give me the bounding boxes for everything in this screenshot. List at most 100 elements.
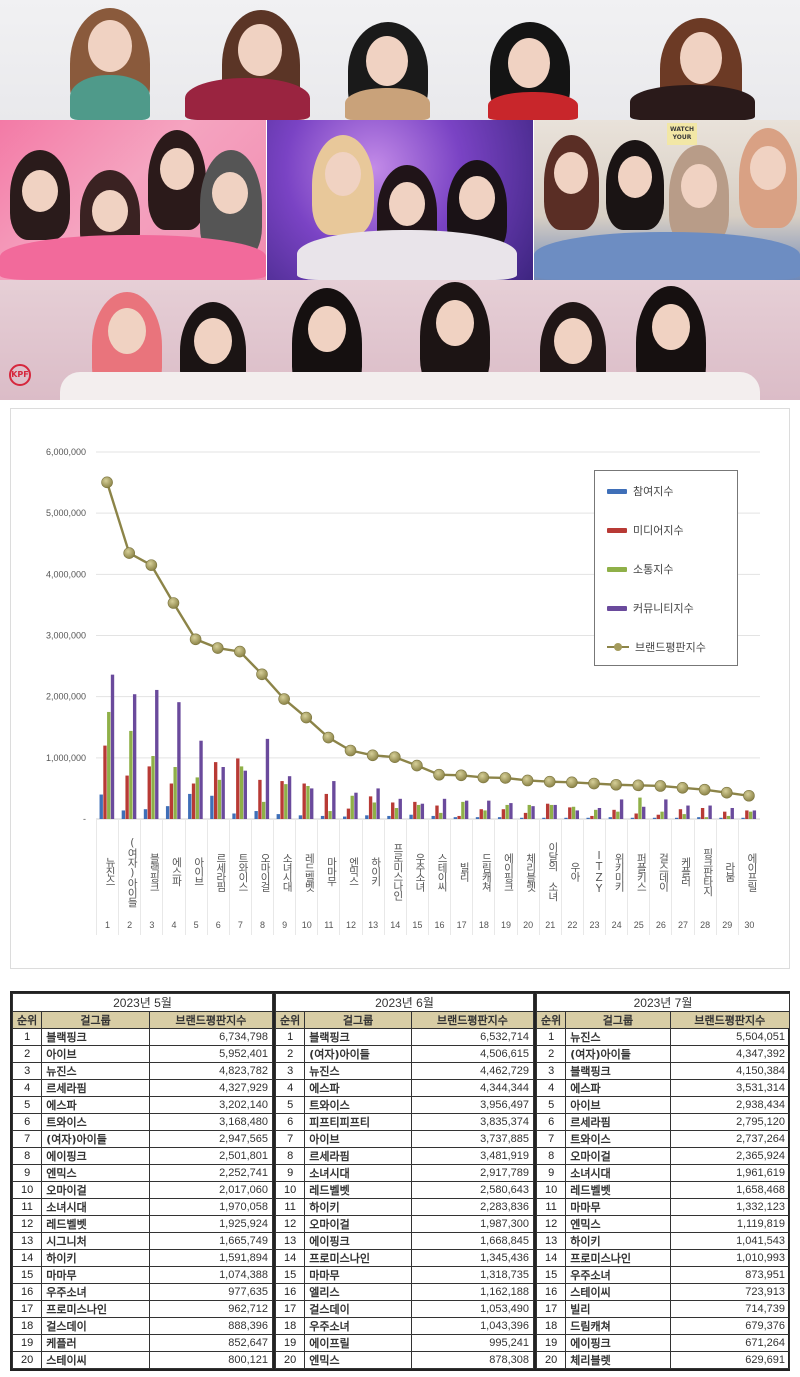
- rank-cell: 15: [535, 1266, 567, 1284]
- x-category-rank: 5: [193, 920, 199, 930]
- score-cell: 1,668,845: [410, 1232, 535, 1250]
- x-category: 트와이스 7: [228, 820, 251, 935]
- score-cell: 1,041,543: [669, 1232, 791, 1250]
- score-cell: 679,376: [669, 1317, 791, 1335]
- bar-1: [545, 803, 550, 819]
- x-category: 아이브 5: [184, 820, 207, 935]
- table-row: 4 에스파 3,531,314: [535, 1079, 791, 1097]
- rank-cell: 14: [274, 1249, 306, 1267]
- group-name-cell: 에스파: [304, 1079, 412, 1097]
- line-marker: [433, 768, 445, 781]
- bar-2: [594, 809, 598, 819]
- score-cell: 2,795,120: [669, 1113, 791, 1131]
- bar-0: [431, 815, 435, 819]
- bar-1: [147, 766, 151, 819]
- x-category-label: 뉴진스: [104, 857, 117, 886]
- line-marker: [455, 769, 468, 782]
- rank-cell: 17: [274, 1300, 306, 1318]
- bar-0: [608, 817, 612, 819]
- group-name-cell: 르세라핌: [565, 1113, 671, 1131]
- bar-2: [748, 811, 753, 819]
- group-name-cell: 블랙핑크: [304, 1028, 412, 1046]
- score-cell: 3,531,314: [669, 1079, 791, 1097]
- table-row: 16 엘리스 1,162,188: [274, 1283, 535, 1301]
- score-cell: 714,739: [669, 1300, 791, 1318]
- group-name-cell: 마마무: [41, 1266, 150, 1284]
- x-category-label: 아이브: [192, 857, 205, 886]
- bar-2: [483, 810, 487, 819]
- score-cell: 6,734,798: [148, 1028, 274, 1046]
- table-row: 16 스테이씨 723,913: [535, 1283, 791, 1301]
- col-header-group: 걸그룹: [304, 1011, 412, 1029]
- bar-2: [505, 804, 509, 819]
- group-name-cell: 아이브: [304, 1130, 412, 1148]
- x-category-rank: 1: [105, 920, 111, 930]
- table-row: 8 에이핑크 2,501,801: [11, 1147, 274, 1165]
- legend-item-communication: 소통지수: [607, 561, 673, 577]
- bar-2: [726, 815, 731, 819]
- bar-0: [453, 817, 458, 819]
- col-header-rank: 순위: [274, 1011, 306, 1029]
- bar-2: [571, 806, 576, 819]
- member-outfit: [630, 85, 755, 120]
- bar-3: [243, 770, 247, 819]
- group-name-cell: 소녀시대: [565, 1164, 671, 1182]
- line-marker: [123, 547, 135, 559]
- table-row: 17 프로미스나인 962,712: [11, 1300, 274, 1318]
- member-face: [92, 190, 128, 232]
- table-row: 13 시그니처 1,665,749: [11, 1232, 274, 1250]
- bar-0: [320, 815, 325, 819]
- group-name-cell: 하이키: [41, 1249, 150, 1267]
- rank-cell: 2: [11, 1045, 43, 1063]
- table-row: 6 르세라핌 2,795,120: [535, 1113, 791, 1131]
- bar-0: [143, 809, 148, 819]
- score-cell: 4,347,392: [669, 1045, 791, 1063]
- watch-your-sign: WATCH YOUR: [667, 123, 697, 145]
- score-cell: 671,264: [669, 1334, 791, 1352]
- x-category-rank: 19: [500, 920, 511, 930]
- line-marker: [322, 731, 335, 744]
- legend-swatch-icon: [607, 566, 627, 572]
- line-marker: [654, 780, 667, 792]
- bar-1: [213, 762, 218, 819]
- x-category-rank: 15: [412, 920, 423, 930]
- rank-cell: 11: [535, 1198, 567, 1216]
- score-cell: 1,961,619: [669, 1164, 791, 1182]
- group-name-cell: 마마무: [304, 1266, 412, 1284]
- score-cell: 1,970,058: [148, 1198, 274, 1216]
- bar-0: [232, 813, 236, 819]
- group-name-cell: 에이프릴: [304, 1334, 412, 1352]
- group-name-cell: 프로미스나인: [41, 1300, 150, 1318]
- rank-cell: 2: [274, 1045, 306, 1063]
- table-july: 2023년 7월 순위 걸그룹 브랜드평판지수 1 뉴진스 5,504,051 2 (여…: [535, 993, 791, 1369]
- x-category: 프로미스나인 14: [383, 820, 406, 935]
- group-name-cell: 프로미스나인: [304, 1249, 412, 1267]
- group-name-cell: 레드벨벳: [304, 1181, 412, 1199]
- x-category-label: 걸스데이: [657, 852, 670, 891]
- rank-cell: 12: [535, 1215, 567, 1233]
- bar-0: [365, 815, 369, 819]
- col-header-score: 브랜드평판지수: [669, 1011, 791, 1029]
- x-category: 하이키 13: [361, 820, 384, 935]
- rank-cell: 4: [274, 1079, 306, 1097]
- x-category-rank: 6: [215, 920, 221, 930]
- rank-cell: 18: [11, 1317, 43, 1335]
- group-name-cell: 케플러: [41, 1334, 150, 1352]
- bar-2: [461, 801, 465, 819]
- x-category-label: 우아: [568, 862, 581, 881]
- bar-2: [306, 785, 310, 819]
- rank-cell: 19: [274, 1334, 306, 1352]
- x-category-rank: 3: [149, 920, 155, 930]
- table-row: 19 에이프릴 995,241: [274, 1334, 535, 1352]
- x-category-label: 스테이씨: [436, 852, 449, 891]
- score-cell: 1,925,924: [148, 1215, 274, 1233]
- table-may: 2023년 5월 순위 걸그룹 브랜드평판지수 1 블랙핑크 6,734,798 2 아…: [11, 993, 275, 1369]
- score-cell: 2,365,924: [669, 1147, 791, 1165]
- table-row: 1 뉴진스 5,504,051: [535, 1028, 791, 1046]
- table-june: 2023년 6월 순위 걸그룹 브랜드평판지수 1 블랙핑크 6,532,714 2(…: [274, 993, 536, 1369]
- x-category-label: 드림캐쳐: [480, 852, 493, 891]
- group-photo-top: [0, 0, 800, 120]
- bar-2: [151, 755, 155, 819]
- bar-2: [284, 784, 288, 819]
- bar-2: [328, 811, 332, 819]
